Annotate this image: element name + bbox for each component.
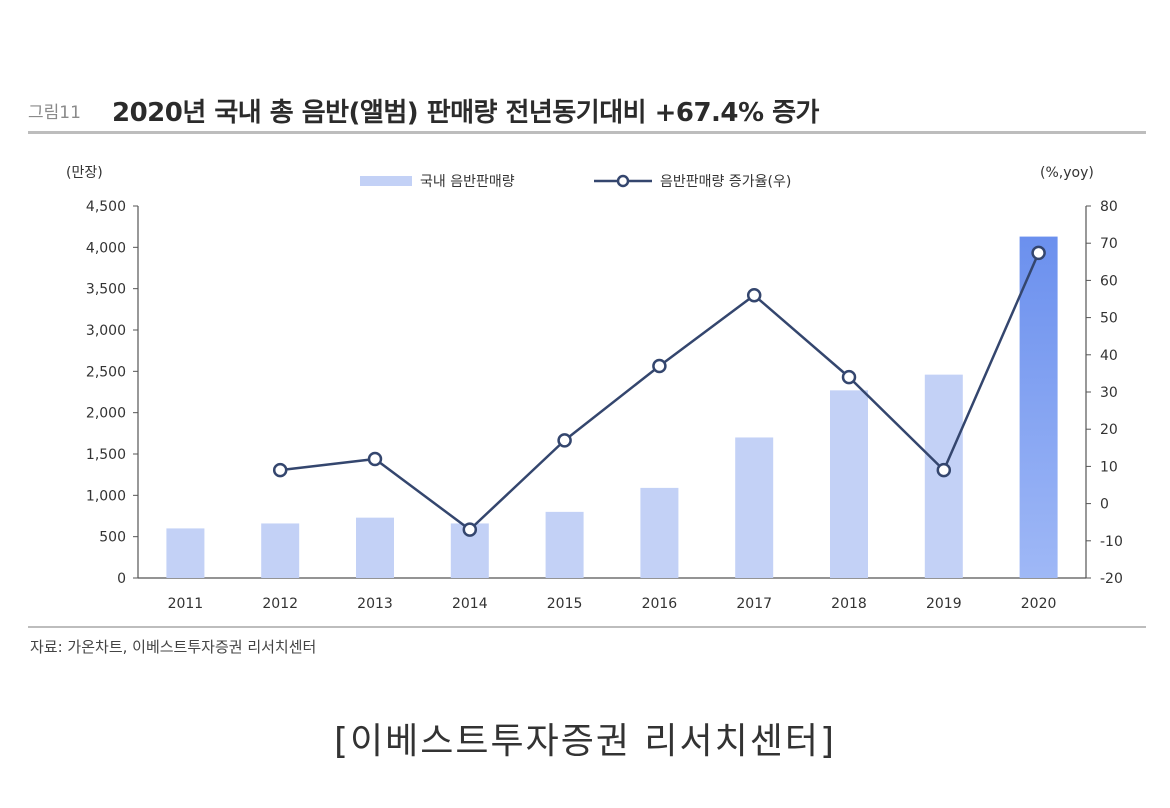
right-tick-label: 70 [1100, 236, 1118, 252]
x-tick-label: 2012 [262, 596, 298, 612]
bar-2017 [735, 437, 774, 578]
legend-line-label: 음반판매량 증가율(우) [660, 174, 791, 190]
chart-title: 2020년 국내 총 음반(앨범) 판매량 전년동기대비 +67.4% 증가 [112, 98, 819, 128]
left-tick-label: 3,000 [86, 323, 126, 339]
growth-point-2015 [557, 433, 572, 448]
left-tick-label: 2,500 [86, 364, 126, 380]
left-tick-label: 1,500 [86, 447, 126, 463]
bars [166, 236, 1058, 578]
legend-bar-label: 국내 음반판매량 [420, 174, 515, 190]
left-tick-label: 4,000 [86, 240, 126, 256]
image-caption: [이베스트투자증권 리서치센터] [333, 721, 837, 762]
growth-point-2017 [746, 288, 762, 303]
source-note: 자료: 가온차트, 이베스트투자증권 리서치센터 [30, 638, 317, 656]
right-tick-label: 20 [1100, 422, 1118, 438]
right-tick-label: -20 [1100, 571, 1123, 587]
right-tick-label: 50 [1100, 311, 1118, 327]
growth-point-2014 [462, 522, 478, 537]
bar-2015 [545, 511, 584, 578]
left-tick-label: 3,500 [86, 282, 126, 298]
right-axis-unit: (%,yoy) [1040, 165, 1094, 181]
growth-point-2016 [652, 358, 667, 374]
bar-2018 [830, 390, 868, 578]
left-tick-label: 500 [99, 530, 126, 546]
right-tick-label: 0 [1100, 497, 1109, 513]
right-tick-label: 30 [1100, 385, 1118, 401]
bar-2013 [356, 517, 394, 578]
x-tick-label: 2011 [168, 596, 204, 612]
growth-point-2018 [841, 369, 857, 385]
growth-point-2012 [272, 462, 288, 478]
x-tick-label: 2017 [736, 596, 772, 612]
bar-2020 [1019, 236, 1058, 578]
x-tick-label: 2019 [926, 596, 962, 612]
growth-point-2013 [367, 451, 383, 467]
left-tick-label: 1,000 [86, 488, 126, 504]
x-tick-label: 2015 [547, 596, 583, 612]
legend: 국내 음반판매량 음반판매량 증가율(우) [360, 174, 791, 190]
left-axis-unit: (만장) [66, 165, 103, 181]
right-tick-label: -10 [1100, 534, 1123, 550]
right-tick-labels: 80 70 60 50 40 30 20 10 0 -10 -20 [1100, 199, 1123, 587]
x-tick-labels: 2011 2012 2013 2014 2015 2016 2017 2018 2019 2020 [168, 596, 1057, 612]
growth-line [272, 245, 1046, 537]
chart-area: (만장) (%,yoy) 국내 음반판매량 음반판매량 증가율(우) 2011 2… [66, 165, 1123, 612]
left-tick-label: 0 [117, 571, 126, 587]
right-tick-label: 10 [1100, 459, 1118, 475]
left-tick-label: 2,000 [86, 406, 126, 422]
x-tick-label: 2020 [1021, 596, 1057, 612]
top-rule [28, 131, 1146, 134]
growth-point-2020 [1031, 245, 1046, 261]
x-tick-label: 2014 [452, 596, 488, 612]
figure-label: 그림11 [28, 103, 81, 123]
left-tick-label: 4,500 [86, 199, 126, 215]
growth-point-2019 [936, 462, 952, 478]
bar-2016 [640, 487, 679, 578]
bar-2012 [261, 523, 300, 578]
x-tick-label: 2018 [831, 596, 867, 612]
bar-2011 [166, 528, 205, 578]
x-tick-label: 2013 [357, 596, 393, 612]
right-tick-label: 40 [1100, 348, 1118, 364]
left-tick-labels: 4,500 4,000 3,500 3,000 2,500 2,000 1,500 1,000… [86, 199, 126, 587]
legend-line-marker [616, 174, 630, 188]
right-tick-label: 60 [1100, 273, 1118, 289]
right-tick-label: 80 [1100, 199, 1118, 215]
x-tick-label: 2016 [642, 596, 678, 612]
legend-bar-swatch [360, 176, 412, 186]
bottom-rule [28, 626, 1146, 628]
